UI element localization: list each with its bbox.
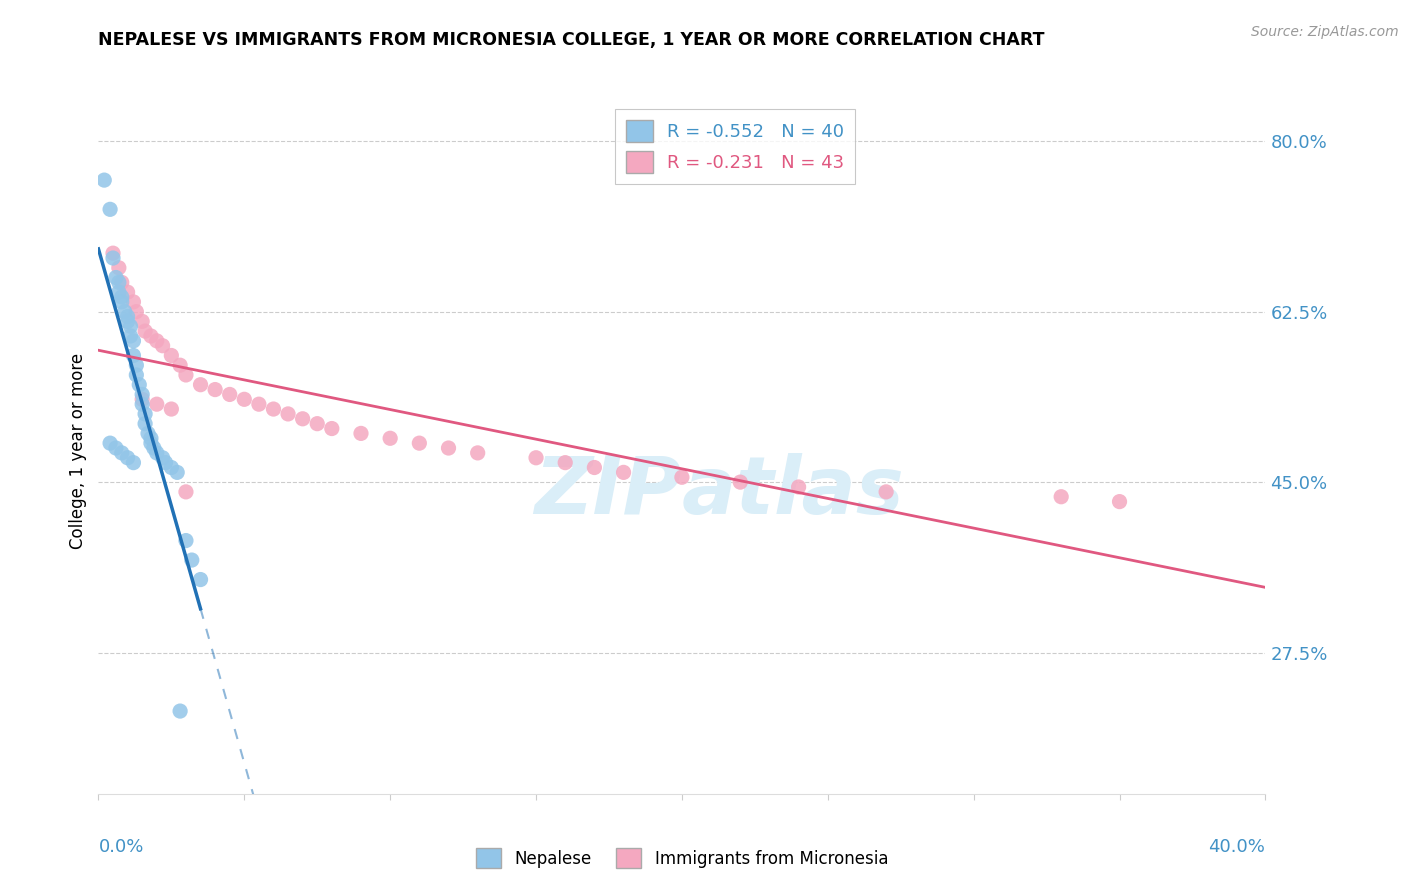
Point bbox=[139, 436, 162, 450]
Point bbox=[408, 436, 430, 450]
Point bbox=[1108, 494, 1130, 508]
Point bbox=[247, 397, 270, 411]
Point bbox=[233, 392, 256, 407]
Point bbox=[152, 339, 174, 353]
Point bbox=[612, 466, 634, 480]
Point bbox=[174, 533, 197, 548]
Point bbox=[180, 553, 202, 567]
Point bbox=[117, 314, 139, 328]
Point bbox=[350, 426, 373, 441]
Point bbox=[117, 310, 139, 324]
Point bbox=[108, 260, 131, 275]
Point bbox=[262, 402, 284, 417]
Point bbox=[122, 334, 145, 348]
Point bbox=[671, 470, 693, 484]
Point bbox=[155, 456, 177, 470]
Point bbox=[98, 202, 121, 217]
Point bbox=[190, 377, 212, 392]
Point bbox=[139, 431, 162, 445]
Point bbox=[277, 407, 299, 421]
Point bbox=[307, 417, 329, 431]
Text: ZIP: ZIP bbox=[534, 452, 682, 531]
Point bbox=[131, 392, 153, 407]
Point bbox=[204, 383, 226, 397]
Point bbox=[139, 329, 162, 343]
Point bbox=[136, 426, 159, 441]
Point bbox=[152, 450, 174, 465]
Legend: Nepalese, Immigrants from Micronesia: Nepalese, Immigrants from Micronesia bbox=[470, 841, 894, 875]
Point bbox=[120, 319, 142, 334]
Y-axis label: College, 1 year or more: College, 1 year or more bbox=[69, 352, 87, 549]
Point bbox=[174, 368, 197, 382]
Point bbox=[554, 456, 576, 470]
Point bbox=[104, 441, 127, 455]
Point bbox=[114, 304, 136, 318]
Point bbox=[378, 431, 402, 445]
Point bbox=[169, 358, 191, 372]
Point bbox=[142, 441, 165, 455]
Point bbox=[728, 475, 751, 489]
Point bbox=[108, 285, 131, 300]
Point bbox=[875, 484, 897, 499]
Point bbox=[160, 460, 183, 475]
Point bbox=[101, 246, 124, 260]
Point bbox=[111, 290, 134, 304]
Point bbox=[583, 460, 606, 475]
Point bbox=[524, 450, 547, 465]
Point bbox=[111, 294, 134, 309]
Point bbox=[117, 285, 139, 300]
Point bbox=[291, 412, 314, 426]
Point bbox=[128, 377, 150, 392]
Text: Source: ZipAtlas.com: Source: ZipAtlas.com bbox=[1251, 25, 1399, 39]
Point bbox=[125, 368, 148, 382]
Point bbox=[134, 407, 156, 421]
Point bbox=[134, 324, 156, 338]
Point bbox=[104, 270, 127, 285]
Point bbox=[125, 358, 148, 372]
Point bbox=[111, 446, 134, 460]
Text: atlas: atlas bbox=[682, 452, 904, 531]
Point bbox=[321, 421, 343, 435]
Point bbox=[166, 466, 188, 480]
Point bbox=[146, 334, 169, 348]
Point bbox=[146, 446, 169, 460]
Point bbox=[190, 573, 212, 587]
Text: 40.0%: 40.0% bbox=[1209, 838, 1265, 855]
Point bbox=[120, 329, 142, 343]
Point bbox=[160, 349, 183, 363]
Point bbox=[122, 456, 145, 470]
Point bbox=[125, 304, 148, 318]
Point bbox=[787, 480, 810, 494]
Point bbox=[131, 387, 153, 401]
Point bbox=[467, 446, 489, 460]
Point bbox=[122, 349, 145, 363]
Text: 0.0%: 0.0% bbox=[98, 838, 143, 855]
Point bbox=[146, 397, 169, 411]
Point bbox=[117, 450, 139, 465]
Point bbox=[1050, 490, 1073, 504]
Point bbox=[122, 294, 145, 309]
Point bbox=[101, 251, 124, 265]
Point bbox=[169, 704, 191, 718]
Point bbox=[93, 173, 115, 187]
Text: NEPALESE VS IMMIGRANTS FROM MICRONESIA COLLEGE, 1 YEAR OR MORE CORRELATION CHART: NEPALESE VS IMMIGRANTS FROM MICRONESIA C… bbox=[98, 31, 1045, 49]
Point bbox=[174, 484, 197, 499]
Point bbox=[98, 436, 121, 450]
Point bbox=[108, 276, 131, 290]
Point bbox=[131, 397, 153, 411]
Point bbox=[131, 314, 153, 328]
Point bbox=[160, 402, 183, 417]
Point bbox=[218, 387, 240, 401]
Point bbox=[111, 276, 134, 290]
Point bbox=[437, 441, 460, 455]
Point bbox=[134, 417, 156, 431]
